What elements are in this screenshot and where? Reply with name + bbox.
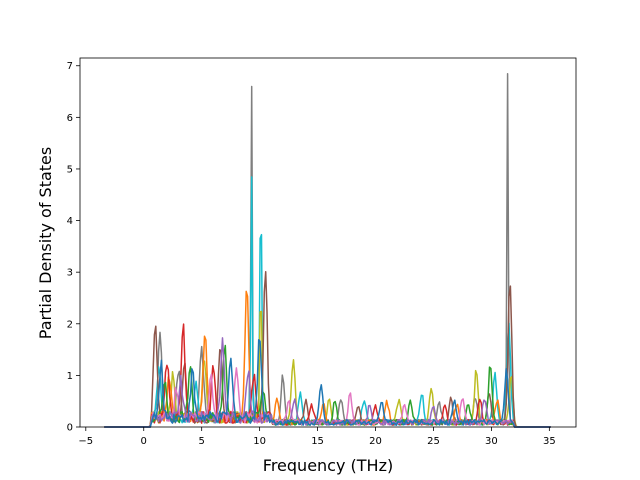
y-tick-label: 0 xyxy=(67,423,73,434)
x-axis-ticks: −5 0 5 10 15 20 25 30 35 xyxy=(78,427,556,447)
y-axis-ticks: 0 1 2 3 4 5 6 7 xyxy=(67,61,80,434)
plot-area xyxy=(79,57,577,428)
x-tick-label: 15 xyxy=(311,436,324,447)
y-tick-label: 1 xyxy=(67,371,73,382)
x-tick-label: −5 xyxy=(78,436,93,447)
x-tick-label: 10 xyxy=(253,436,266,447)
y-axis-label: Partial Density of States xyxy=(36,147,55,339)
series-layer xyxy=(104,72,551,428)
x-tick-label: 5 xyxy=(198,436,204,447)
y-tick-label: 2 xyxy=(67,319,73,330)
x-tick-label: 25 xyxy=(427,436,440,447)
x-tick-label: 0 xyxy=(141,436,147,447)
x-tick-label: 35 xyxy=(543,436,556,447)
y-tick-label: 3 xyxy=(67,268,73,279)
x-tick-label: 20 xyxy=(369,436,382,447)
y-tick-label: 5 xyxy=(67,164,73,175)
y-tick-label: 7 xyxy=(67,61,73,72)
y-tick-label: 4 xyxy=(67,216,73,227)
plot-border xyxy=(79,57,577,428)
pdos-series-line xyxy=(104,339,551,428)
x-axis-label: Frequency (THz) xyxy=(263,456,393,475)
plot-frame xyxy=(80,58,576,427)
x-tick-label: 30 xyxy=(485,436,498,447)
y-tick-label: 6 xyxy=(67,113,73,124)
